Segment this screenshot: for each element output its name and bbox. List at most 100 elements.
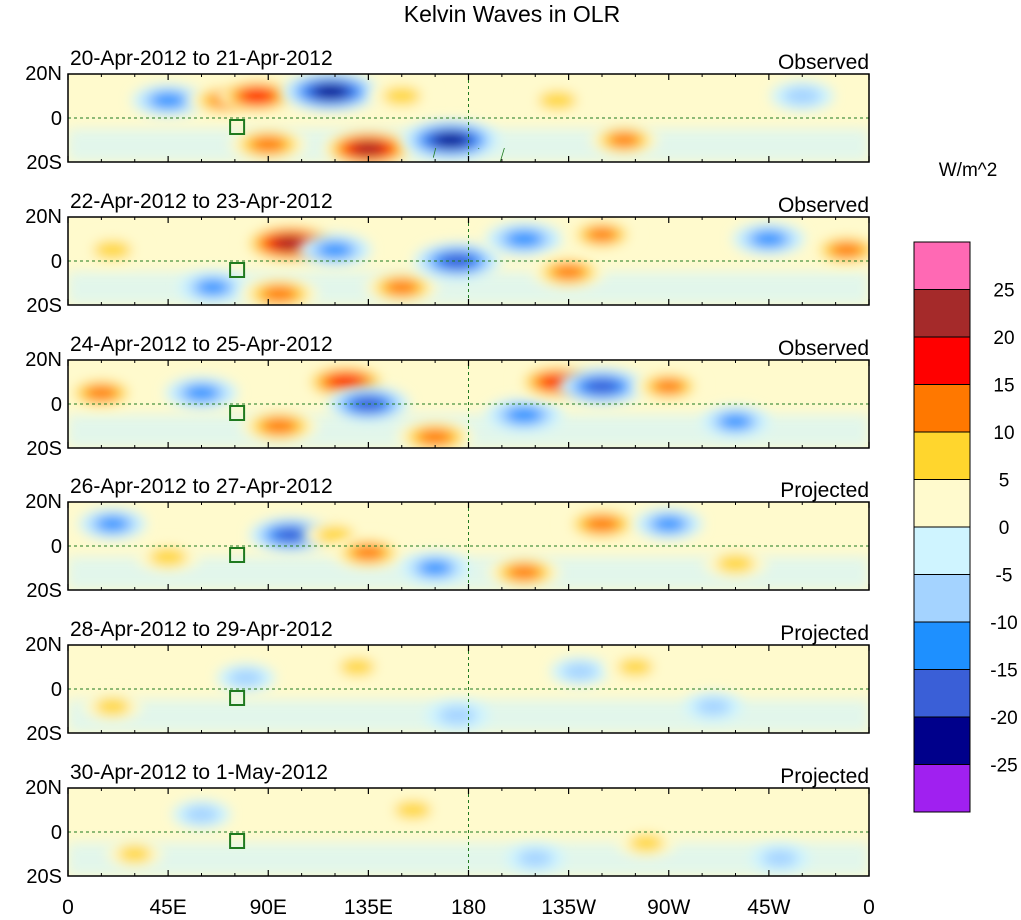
anomaly-blob — [487, 556, 561, 589]
anomaly-blob — [382, 795, 444, 825]
colorbar-tick-label: -15 — [990, 661, 1017, 682]
anomaly-blob — [240, 409, 319, 443]
region-box — [229, 119, 246, 135]
lat-label: 0 — [51, 394, 62, 416]
panel-period-label: 20-Apr-2012 to 21-Apr-2012 — [70, 47, 333, 70]
anomaly-blob — [216, 663, 276, 693]
panel-5: 20N 0 20S 28-Apr-2012 to 29-Apr-2012 Project… — [25, 618, 870, 745]
anomaly-blob — [165, 376, 238, 410]
anomaly-blob — [78, 508, 147, 540]
anomaly-blob — [770, 81, 834, 111]
x-tick-label: 45E — [149, 896, 186, 919]
anomaly-blob — [750, 844, 810, 873]
panel-1: 20N 0 20S 20-Apr-2012 to 21-Apr-2012 Observe… — [25, 47, 870, 174]
colorbar-tick-label: 20 — [993, 328, 1014, 349]
anomaly-blob — [532, 255, 606, 289]
colorbar-boxes — [913, 241, 971, 813]
panel-period-label: 28-Apr-2012 to 29-Apr-2012 — [70, 618, 333, 641]
colorbar-tick-label: -10 — [990, 613, 1017, 634]
lat-label: 20S — [26, 295, 62, 317]
panel-6: 20N 0 20S 30-Apr-2012 to 1-May-2012 Projecte… — [25, 761, 870, 888]
anomaly-blob — [606, 652, 665, 682]
anomaly-blob — [83, 692, 142, 721]
panel-period-label: 30-Apr-2012 to 1-May-2012 — [70, 761, 328, 784]
anomaly-blob — [298, 233, 372, 267]
anomaly-blob — [331, 536, 405, 569]
anomaly-blob — [240, 277, 319, 305]
lat-label: 20S — [26, 866, 62, 888]
anomaly-blob — [485, 222, 563, 256]
colorbar-tick-label: 0 — [999, 518, 1010, 539]
anomaly-blob — [684, 692, 743, 721]
colorbar-units-label: W/m^2 — [939, 160, 998, 181]
anomaly-blob — [365, 271, 439, 304]
anomaly-blob — [217, 78, 298, 114]
anomaly-blob — [634, 508, 703, 540]
x-tick-label: 0 — [863, 896, 875, 919]
anomaly-blob — [131, 84, 205, 117]
x-tick-label: 45W — [747, 896, 790, 919]
anomaly-blob — [634, 370, 703, 402]
anomaly-blob — [282, 74, 379, 112]
anomaly-blob — [732, 222, 806, 256]
lat-label: 0 — [51, 536, 62, 558]
panel-2: 20N 0 20S 22-Apr-2012 to 23-Apr-2012 Observe… — [25, 190, 870, 317]
lat-label: 0 — [51, 822, 62, 844]
anomaly-blob — [590, 124, 659, 156]
x-tick-label: 90W — [647, 896, 690, 919]
anomaly-blob — [328, 652, 387, 682]
lat-label: 0 — [51, 679, 62, 701]
region-box — [229, 262, 246, 278]
panel-period-label: 26-Apr-2012 to 27-Apr-2012 — [70, 475, 333, 498]
anomaly-blob — [401, 552, 470, 584]
colorbar-box — [913, 669, 971, 718]
colorbar-tick-label: 5 — [999, 471, 1010, 492]
colorbar-box — [913, 241, 971, 290]
figure-title: Kelvin Waves in OLR — [404, 1, 620, 27]
colorbar-tick-label: -5 — [996, 566, 1013, 587]
region-box — [229, 547, 246, 563]
panel-period-label: 24-Apr-2012 to 25-Apr-2012 — [70, 333, 333, 356]
colorbar-box — [913, 336, 971, 385]
panel-period-label: 22-Apr-2012 to 23-Apr-2012 — [70, 190, 333, 213]
colorbar-box — [913, 384, 971, 433]
colorbar: W/m^2 25 20 15 10 5 0 -5 -10 -15 -20 -25 — [913, 160, 1018, 813]
lat-label: 0 — [51, 251, 62, 273]
anomaly-blob — [701, 406, 770, 438]
anomaly-blob — [810, 233, 869, 267]
anomaly-blob — [413, 242, 501, 280]
panel-3: 20N 0 20S 24-Apr-2012 to 25-Apr-2012 Observe… — [25, 333, 870, 460]
x-tick-label: 90E — [250, 896, 287, 919]
lat-label: 20N — [25, 491, 62, 513]
anomaly-blob — [80, 235, 145, 265]
anomaly-blob — [172, 800, 231, 829]
colorbar-box — [913, 289, 971, 338]
lat-label: 20N — [25, 777, 62, 799]
lat-label: 20S — [26, 438, 62, 460]
panel-status-label: Projected — [780, 622, 869, 645]
lat-label: 20S — [26, 580, 62, 602]
lat-label: 20N — [25, 63, 62, 85]
x-tick-label: 135E — [344, 896, 393, 919]
panel-4: 20N 0 20S 26-Apr-2012 to 27-Apr-2012 Project… — [25, 475, 870, 602]
anomaly-blob — [558, 368, 646, 405]
anomaly-blob — [178, 271, 247, 303]
anomaly-blob — [106, 840, 163, 868]
anomaly-blob — [703, 548, 768, 579]
panel-status-label: Observed — [778, 337, 869, 360]
panel-status-label: Observed — [778, 51, 869, 74]
colorbar-box — [913, 479, 971, 528]
colorbar-tick-label: 25 — [993, 281, 1014, 302]
anomaly-blob — [322, 129, 415, 162]
colorbar-box — [913, 574, 971, 623]
region-box — [229, 405, 246, 421]
colorbar-tick-label: -25 — [990, 756, 1017, 777]
anomaly-blob — [396, 420, 474, 448]
anomaly-blob — [425, 700, 489, 731]
anomaly-blob — [485, 398, 563, 432]
panel-status-label: Projected — [780, 479, 869, 502]
x-axis-labels: 0 45E 90E 135E 180 135W 90W 45W 0 — [62, 896, 875, 919]
colorbar-tick-label: 10 — [993, 423, 1014, 444]
colorbar-tick-labels: 25 20 15 10 5 0 -5 -10 -15 -20 -25 — [990, 281, 1017, 777]
anomaly-blob — [229, 127, 308, 162]
